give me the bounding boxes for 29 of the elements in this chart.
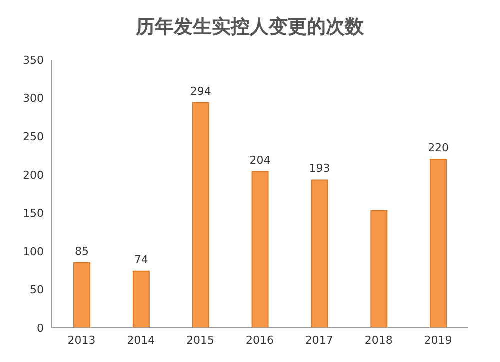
data-label: 85 xyxy=(75,244,89,258)
bar xyxy=(192,102,210,328)
data-label: 294 xyxy=(190,84,212,98)
x-tick-label: 2016 xyxy=(246,334,274,347)
bar xyxy=(430,159,448,328)
data-label: 193 xyxy=(309,162,330,176)
bar xyxy=(132,270,150,328)
y-tick-label: 0 xyxy=(37,322,44,335)
data-label: 220 xyxy=(428,142,450,155)
x-tick-label: 2015 xyxy=(186,334,215,347)
y-tick-label: 150 xyxy=(23,207,44,220)
y-tick-label: 350 xyxy=(23,54,44,67)
x-tick-label: 2019 xyxy=(424,334,452,347)
y-tick-label: 300 xyxy=(23,92,44,106)
x-tick-label: 2017 xyxy=(305,334,334,347)
chart-title: 历年发生实控人变更的次数 xyxy=(134,15,365,40)
x-tick-label: 2013 xyxy=(68,334,96,347)
x-tick-label: 2018 xyxy=(364,334,393,347)
data-label: 204 xyxy=(250,154,271,167)
y-tick-label: 250 xyxy=(23,130,44,144)
y-tick-label: 200 xyxy=(23,168,44,182)
bar xyxy=(311,180,328,328)
bar xyxy=(74,262,90,328)
data-label: 74 xyxy=(134,253,148,266)
bar xyxy=(370,210,388,328)
x-tick-label: 2014 xyxy=(127,334,156,347)
bar xyxy=(252,171,269,328)
y-tick-label: 100 xyxy=(23,245,44,258)
y-tick-label: 50 xyxy=(30,284,44,297)
